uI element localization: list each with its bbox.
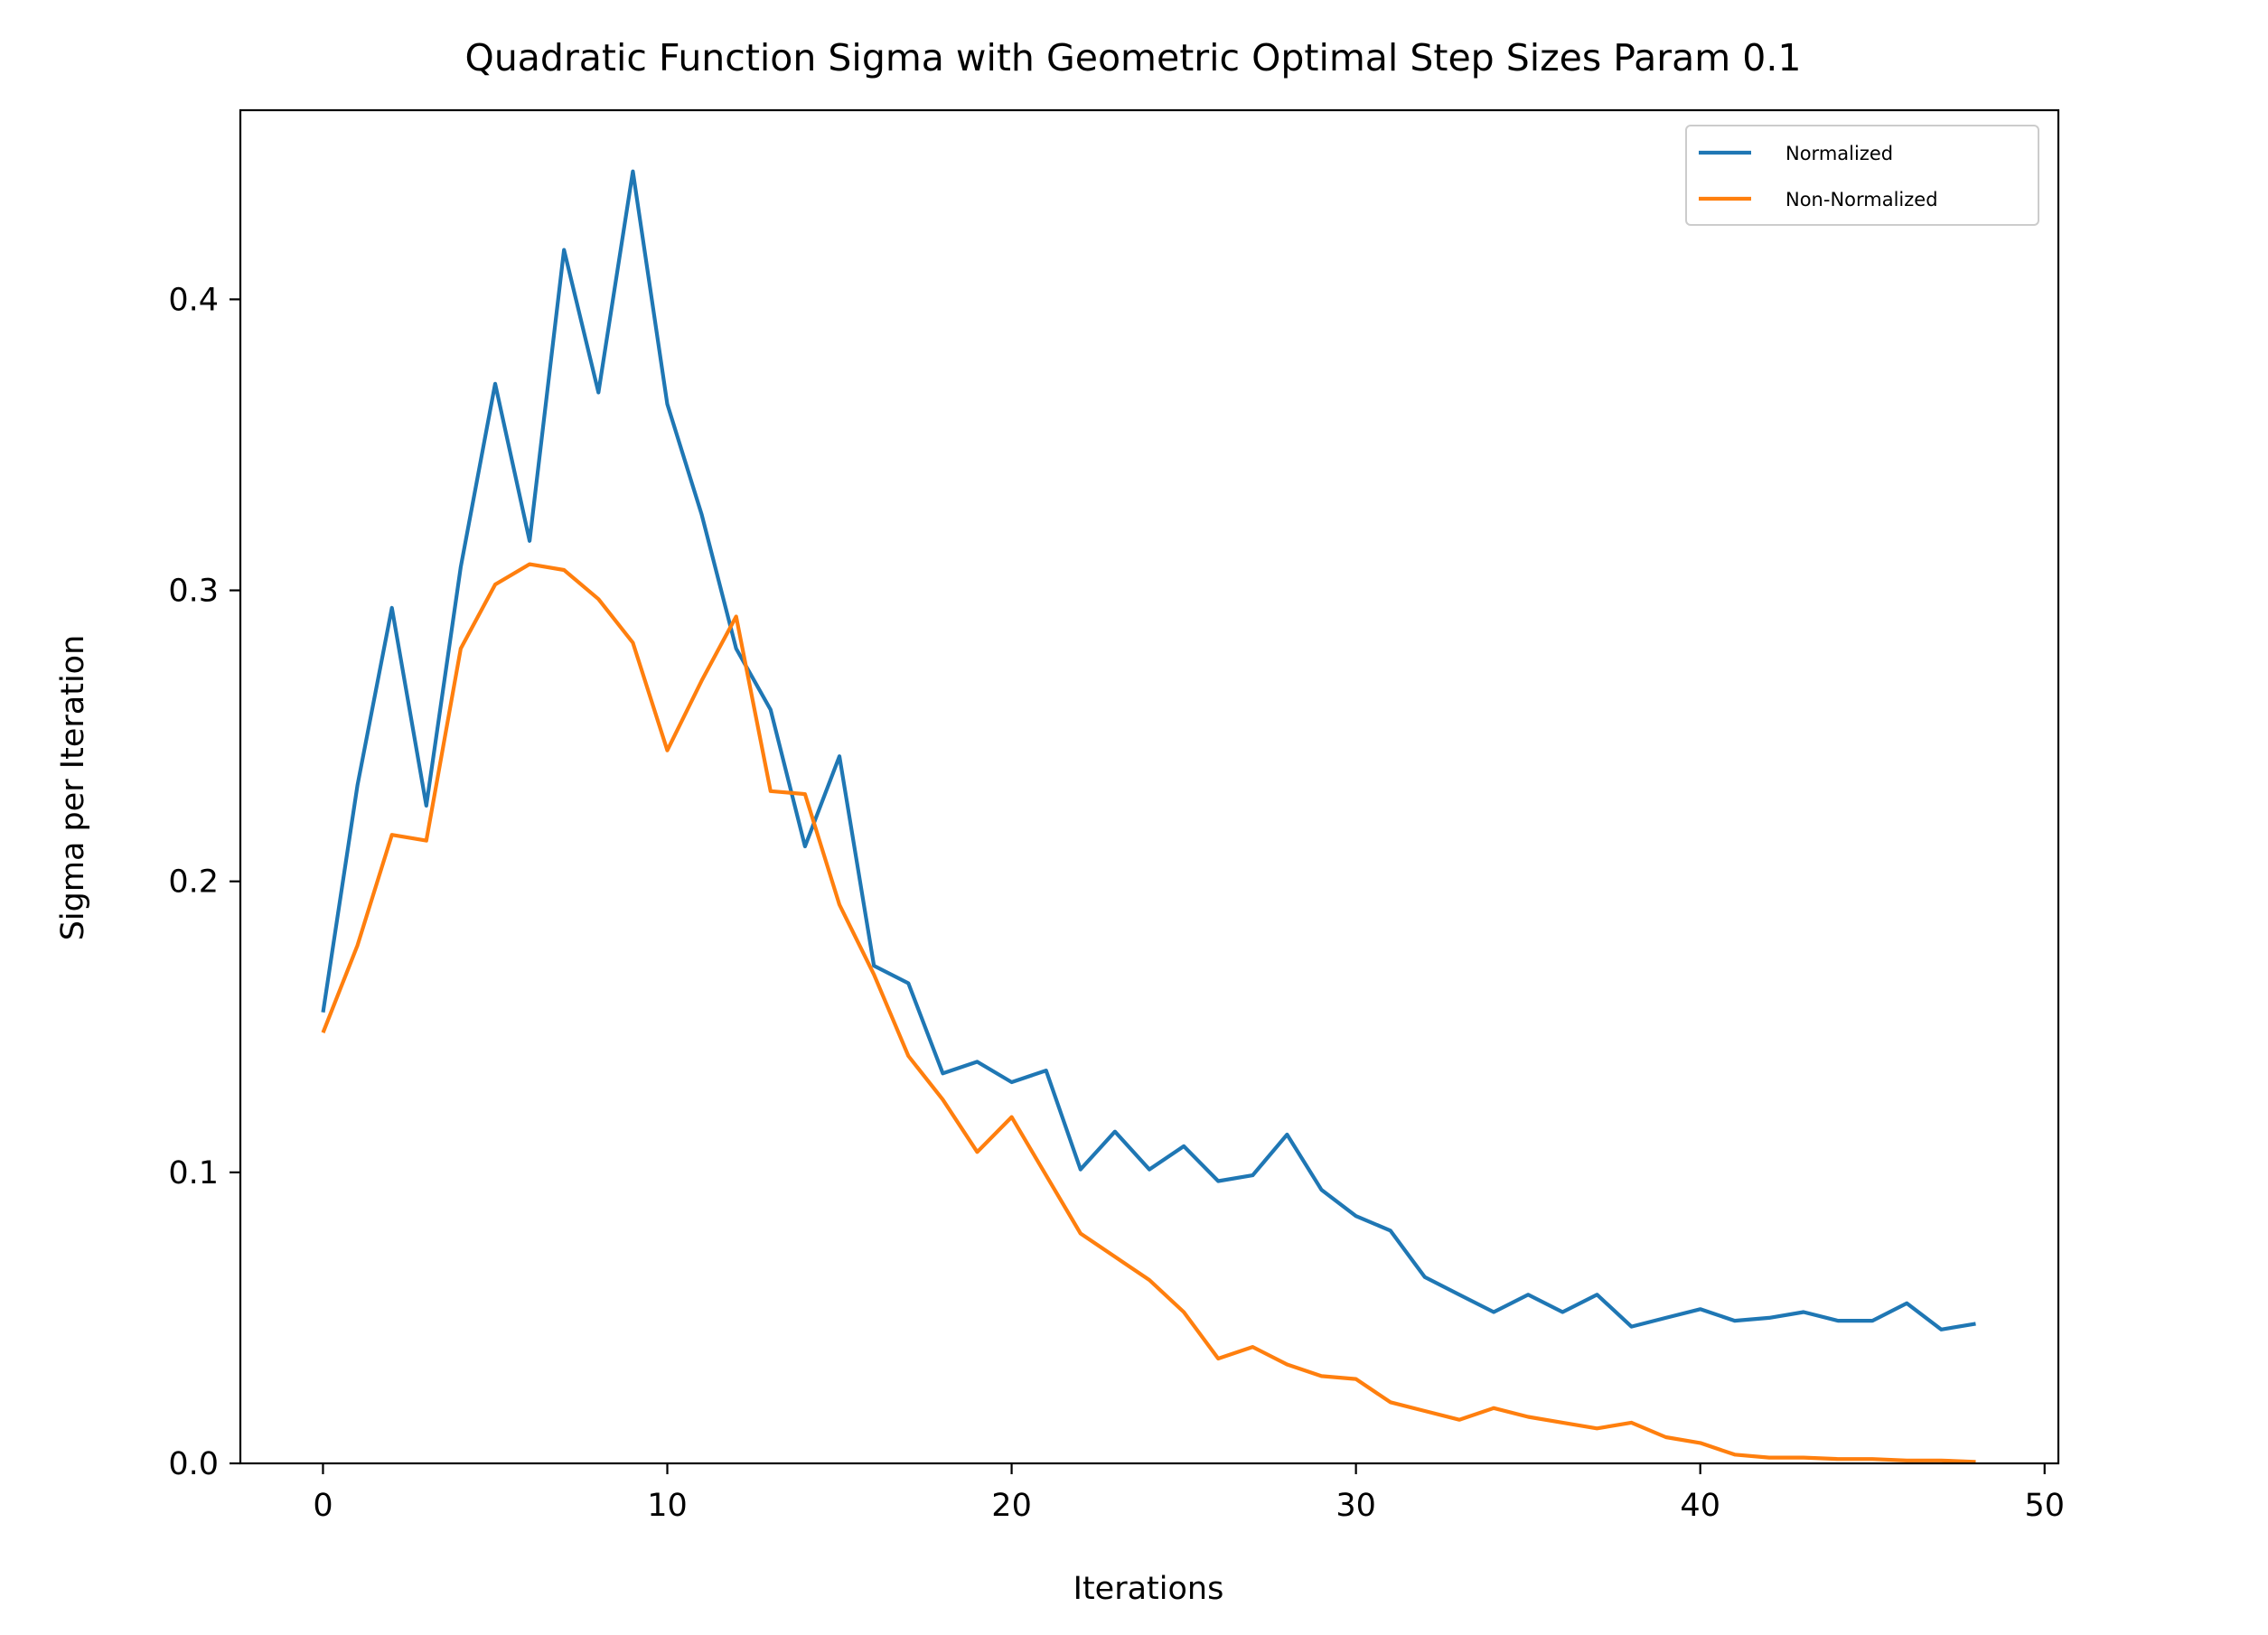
x-tick-label: 0 xyxy=(313,1488,333,1524)
y-tick-label: 0.4 xyxy=(168,282,219,318)
legend-box xyxy=(1685,125,2039,226)
y-axis-label: Sigma per Iteration xyxy=(55,635,91,941)
x-tick-label: 20 xyxy=(991,1488,1032,1524)
y-tick-label: 0.1 xyxy=(168,1155,219,1191)
x-axis-label: Iterations xyxy=(1073,1571,1224,1607)
plot-frame xyxy=(239,108,2060,1465)
x-tick-label: 40 xyxy=(1680,1488,1720,1524)
x-tick-label: 10 xyxy=(647,1488,688,1524)
series-line-non-normalized xyxy=(321,562,1976,1464)
y-tick-label: 0.3 xyxy=(168,574,219,610)
x-tick-label: 50 xyxy=(2024,1488,2065,1524)
legend-label: Normalized xyxy=(1785,143,1893,164)
y-tick-label: 0.2 xyxy=(168,864,219,901)
legend-label: Non-Normalized xyxy=(1785,189,1938,210)
y-tick-label: 0.0 xyxy=(168,1446,219,1482)
chart-title: Quadratic Function Sigma with Geometric … xyxy=(465,36,1802,79)
x-tick-label: 30 xyxy=(1335,1488,1376,1524)
series-line-normalized xyxy=(321,169,1976,1331)
